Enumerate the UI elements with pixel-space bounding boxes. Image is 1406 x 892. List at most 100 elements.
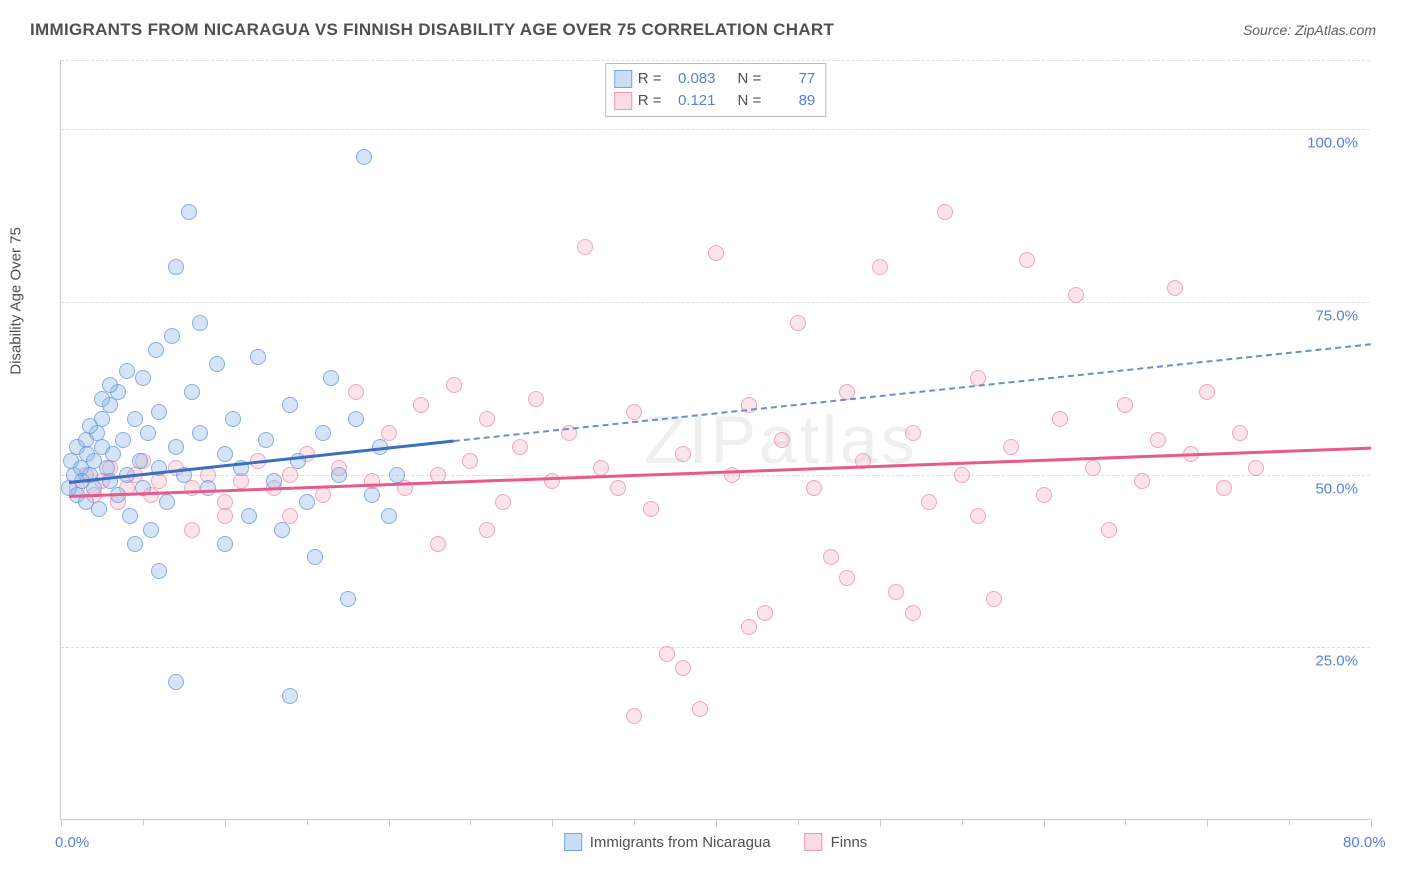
data-point: [1052, 411, 1068, 427]
data-point: [741, 619, 757, 635]
data-point: [479, 411, 495, 427]
data-point: [135, 370, 151, 386]
y-tick-label: 25.0%: [1315, 653, 1358, 670]
y-tick-label: 50.0%: [1315, 480, 1358, 497]
data-point: [1199, 384, 1215, 400]
data-point: [724, 467, 740, 483]
data-point: [140, 425, 156, 441]
data-point: [1134, 473, 1150, 489]
data-point: [954, 467, 970, 483]
data-point: [217, 446, 233, 462]
data-point: [122, 508, 138, 524]
data-point: [643, 501, 659, 517]
data-point: [217, 536, 233, 552]
data-point: [692, 701, 708, 717]
r-label: R =: [638, 68, 662, 90]
data-point: [274, 522, 290, 538]
data-point: [1068, 287, 1084, 303]
x-tick: [389, 819, 390, 827]
data-point: [1101, 522, 1117, 538]
data-point: [888, 584, 904, 600]
data-point: [872, 259, 888, 275]
data-point: [905, 425, 921, 441]
data-point: [659, 646, 675, 662]
x-tick-minor: [798, 819, 799, 825]
gridline: [61, 475, 1370, 476]
data-point: [1248, 460, 1264, 476]
x-tick: [716, 819, 717, 827]
data-point: [331, 467, 347, 483]
gridline: [61, 129, 1370, 130]
data-point: [921, 494, 937, 510]
data-point: [512, 439, 528, 455]
data-point: [192, 315, 208, 331]
chart-title: IMMIGRANTS FROM NICARAGUA VS FINNISH DIS…: [30, 20, 834, 40]
data-point: [790, 315, 806, 331]
swatch-icon: [614, 70, 632, 88]
x-tick-minor: [1289, 819, 1290, 825]
swatch-icon: [564, 833, 582, 851]
x-tick-minor: [1125, 819, 1126, 825]
n-label: N =: [738, 90, 762, 112]
data-point: [192, 425, 208, 441]
gridline: [61, 647, 1370, 648]
x-tick: [1207, 819, 1208, 827]
x-tick: [225, 819, 226, 827]
data-point: [1036, 487, 1052, 503]
data-point: [1150, 432, 1166, 448]
data-point: [127, 411, 143, 427]
data-point: [675, 446, 691, 462]
data-point: [148, 342, 164, 358]
data-point: [143, 522, 159, 538]
data-point: [610, 480, 626, 496]
data-point: [168, 259, 184, 275]
data-point: [823, 549, 839, 565]
legend-label-b: Finns: [831, 834, 868, 851]
data-point: [462, 453, 478, 469]
data-point: [105, 446, 121, 462]
data-point: [132, 453, 148, 469]
swatch-icon: [614, 92, 632, 110]
data-point: [168, 439, 184, 455]
legend-label-a: Immigrants from Nicaragua: [590, 834, 771, 851]
data-point: [151, 404, 167, 420]
gridline: [61, 302, 1370, 303]
data-point: [184, 522, 200, 538]
series-legend: Immigrants from Nicaragua Finns: [564, 833, 868, 851]
data-point: [250, 349, 266, 365]
data-point: [1117, 397, 1133, 413]
data-point: [364, 487, 380, 503]
data-point: [184, 480, 200, 496]
r-value-b: 0.121: [668, 90, 716, 112]
data-point: [577, 239, 593, 255]
data-point: [184, 384, 200, 400]
data-point: [181, 204, 197, 220]
data-point: [258, 432, 274, 448]
n-label: N =: [738, 68, 762, 90]
data-point: [315, 425, 331, 441]
data-point: [708, 245, 724, 261]
r-value-a: 0.083: [668, 68, 716, 90]
data-point: [381, 508, 397, 524]
data-point: [389, 467, 405, 483]
data-point: [1019, 252, 1035, 268]
x-tick-minor: [634, 819, 635, 825]
data-point: [91, 501, 107, 517]
data-point: [626, 404, 642, 420]
legend-item-b: Finns: [805, 833, 868, 851]
data-point: [282, 467, 298, 483]
x-tick: [880, 819, 881, 827]
data-point: [225, 411, 241, 427]
data-point: [151, 473, 167, 489]
data-point: [905, 605, 921, 621]
x-tick-minor: [143, 819, 144, 825]
data-point: [757, 605, 773, 621]
data-point: [1085, 460, 1101, 476]
data-point: [1216, 480, 1232, 496]
stats-row-series-a: R = 0.083 N = 77: [614, 68, 816, 90]
data-point: [626, 708, 642, 724]
data-point: [282, 688, 298, 704]
x-tick: [1044, 819, 1045, 827]
x-tick-minor: [307, 819, 308, 825]
data-point: [94, 391, 110, 407]
